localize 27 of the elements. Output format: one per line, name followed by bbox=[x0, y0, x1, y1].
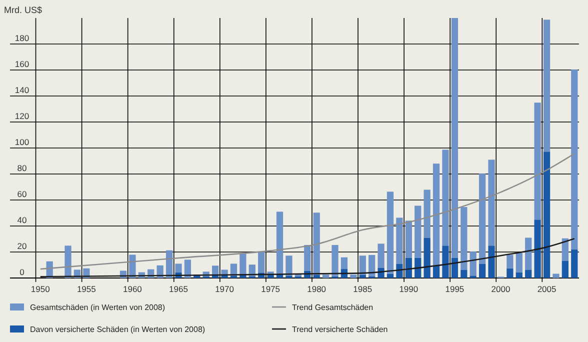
x-tick-label: 1990 bbox=[399, 284, 418, 294]
x-tick-label: 2000 bbox=[491, 284, 510, 294]
x-tick-label: 1970 bbox=[215, 284, 234, 294]
y-tick-label: 160 bbox=[14, 59, 30, 69]
y-tick-label: 0 bbox=[20, 267, 25, 277]
x-tick-label: 1965 bbox=[169, 284, 188, 294]
legend-label: Davon versicherte Schäden (in Werten von 2008) bbox=[30, 325, 206, 334]
y-tick-label: 60 bbox=[17, 189, 27, 199]
legend-label: Trend versicherte Schäden bbox=[292, 325, 388, 334]
x-tick-label: 1955 bbox=[76, 284, 96, 294]
x-tick-label: 1995 bbox=[445, 284, 464, 294]
legend-label: Gesamtschäden (in Werten von 2008) bbox=[30, 303, 166, 312]
x-tick-label: 1980 bbox=[307, 284, 326, 294]
x-tick-label: 1985 bbox=[353, 284, 372, 294]
x-tick-label: 1960 bbox=[122, 284, 142, 294]
x-tick-label: 1975 bbox=[261, 284, 280, 294]
y-axis-title: Mrd. US$ bbox=[4, 5, 42, 15]
y-tick-label: 120 bbox=[14, 111, 30, 121]
y-tick-label: 140 bbox=[14, 85, 30, 95]
y-tick-label: 180 bbox=[14, 33, 30, 43]
x-tick-label: 2005 bbox=[537, 284, 556, 294]
y-tick-label: 100 bbox=[14, 137, 30, 147]
y-tick-label: 20 bbox=[17, 241, 27, 251]
legend-label: Trend Gesamtschäden bbox=[292, 303, 374, 312]
y-tick-label: 80 bbox=[17, 163, 27, 173]
x-tick-label: 1950 bbox=[30, 284, 50, 294]
y-tick-label: 40 bbox=[17, 215, 27, 225]
